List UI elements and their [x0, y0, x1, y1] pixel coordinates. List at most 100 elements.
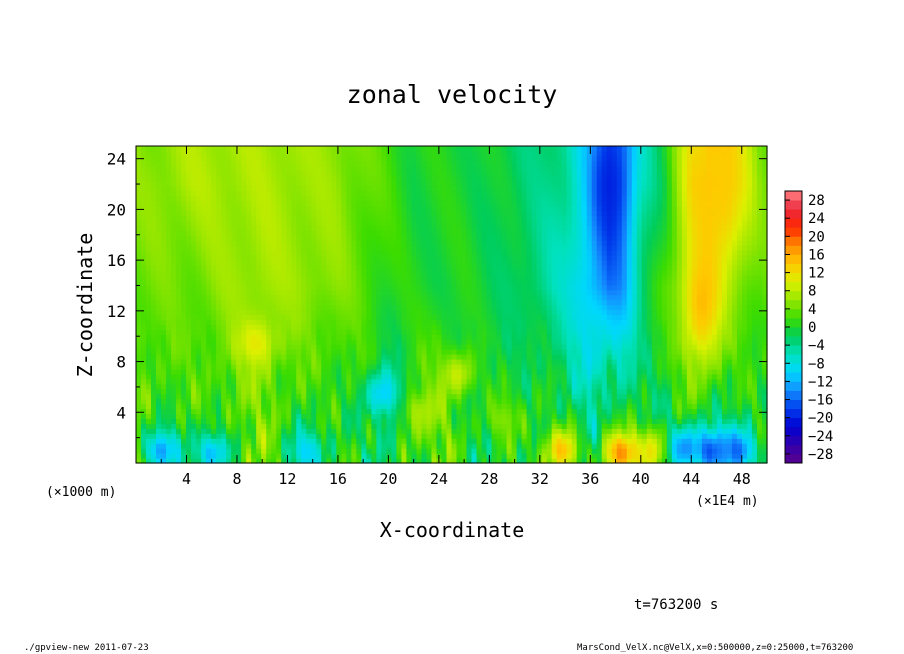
heatmap-cell — [276, 205, 282, 211]
heatmap-cell — [151, 319, 157, 325]
heatmap-cell — [451, 334, 458, 340]
heatmap-cell — [136, 170, 142, 177]
heatmap-cell — [396, 254, 403, 261]
heatmap-cell — [161, 274, 167, 281]
heatmap-cell — [371, 250, 377, 256]
heatmap-cell — [226, 225, 232, 231]
heatmap-cell — [341, 448, 347, 454]
heatmap-cell — [356, 319, 362, 325]
heatmap-cell — [196, 393, 202, 400]
heatmap-cell — [476, 269, 483, 276]
heatmap-cell — [271, 358, 277, 365]
heatmap-cell — [146, 170, 152, 177]
heatmap-cell — [141, 344, 147, 350]
heatmap-cell — [231, 378, 237, 385]
heatmap-cell — [196, 215, 202, 221]
heatmap-cell — [486, 254, 493, 261]
heatmap-cell — [161, 413, 167, 420]
heatmap-cell — [466, 195, 473, 202]
heatmap-cell — [261, 235, 267, 241]
heatmap-cell — [501, 175, 508, 182]
heatmap-cell — [426, 363, 433, 370]
heatmap-cell — [201, 378, 207, 385]
heatmap-cell — [471, 225, 478, 231]
heatmap-cell — [436, 155, 443, 162]
heatmap-cell — [161, 180, 167, 187]
heatmap-cell — [351, 299, 357, 306]
heatmap-cell — [341, 175, 347, 182]
heatmap-cell — [271, 428, 277, 434]
heatmap-cell — [401, 403, 408, 410]
heatmap-cell — [166, 165, 172, 172]
heatmap-cell — [181, 250, 187, 256]
heatmap-cell — [311, 240, 317, 246]
heatmap-cell — [381, 354, 387, 360]
heatmap-cell — [186, 324, 192, 330]
heatmap-cell — [321, 274, 327, 281]
heatmap-cell — [491, 344, 498, 350]
heatmap-cell — [281, 378, 287, 385]
heatmap-cell — [276, 388, 282, 395]
heatmap-cell — [501, 418, 508, 424]
heatmap-cell — [156, 210, 162, 216]
heatmap-cell — [511, 195, 518, 202]
heatmap-cell — [326, 230, 332, 236]
heatmap-cell — [161, 358, 167, 365]
heatmap-cell — [311, 413, 317, 420]
heatmap-cell — [221, 190, 227, 197]
heatmap-cell — [386, 279, 393, 286]
heatmap-cell — [251, 264, 257, 271]
heatmap-cell — [166, 274, 172, 281]
heatmap-cell — [156, 165, 162, 172]
heatmap-cell — [416, 289, 423, 296]
heatmap-cell — [346, 250, 352, 256]
heatmap-cell — [411, 458, 418, 464]
heatmap-cell — [481, 339, 488, 345]
heatmap-cell — [346, 448, 352, 454]
heatmap-cell — [316, 165, 322, 172]
heatmap-cell — [266, 190, 272, 197]
heatmap-cell — [406, 448, 413, 454]
heatmap-cell — [431, 324, 438, 330]
heatmap-cell — [411, 200, 418, 207]
heatmap-cell — [311, 165, 317, 172]
heatmap-cell — [216, 150, 222, 157]
heatmap-cell — [336, 146, 342, 152]
heatmap-cell — [481, 349, 488, 355]
heatmap-cell — [201, 269, 207, 276]
heatmap-cell — [501, 210, 508, 216]
heatmap-cell — [251, 279, 257, 286]
heatmap-cell — [516, 170, 523, 177]
heatmap-cell — [246, 264, 252, 271]
heatmap-cell — [231, 304, 237, 311]
heatmap-cell — [271, 309, 277, 315]
heatmap-cell — [246, 358, 252, 365]
heatmap-cell — [481, 368, 488, 375]
heatmap-cell — [281, 210, 287, 216]
heatmap-cell — [286, 200, 292, 207]
heatmap-cell — [516, 155, 523, 162]
heatmap-cell — [151, 150, 157, 157]
heatmap-cell — [366, 378, 372, 385]
heatmap-cell — [256, 339, 262, 345]
heatmap-cell — [421, 155, 428, 162]
heatmap-cell — [366, 403, 372, 410]
heatmap-cell — [146, 398, 152, 405]
heatmap-cell — [136, 225, 142, 231]
heatmap-cell — [446, 185, 453, 192]
heatmap-cell — [286, 210, 292, 216]
heatmap-cell — [191, 314, 197, 320]
heatmap-cell — [486, 205, 493, 211]
heatmap-cell — [386, 146, 393, 152]
heatmap-cell — [401, 339, 408, 345]
heatmap-cell — [346, 235, 352, 241]
heatmap-cell — [346, 304, 352, 311]
heatmap-cell — [276, 304, 282, 311]
heatmap-cell — [146, 264, 152, 271]
heatmap-cell — [496, 240, 503, 246]
heatmap-cell — [346, 349, 352, 355]
heatmap-cell — [281, 160, 287, 167]
heatmap-cell — [176, 334, 182, 340]
heatmap-cell — [156, 443, 162, 449]
heatmap-cell — [446, 150, 453, 157]
